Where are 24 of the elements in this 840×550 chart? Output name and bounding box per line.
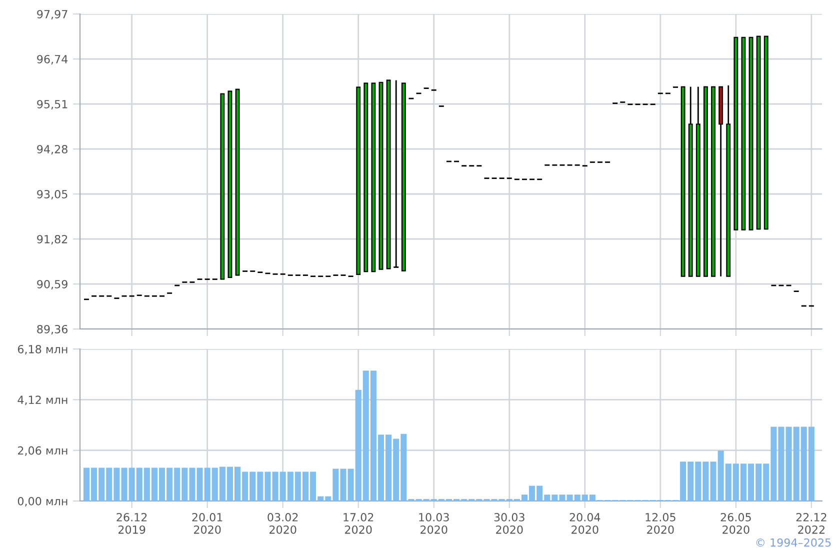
text: © 1994–2025: [756, 538, 831, 547]
y-tick-label: 95,51: [37, 100, 68, 110]
x-tick-label: 20.04 2020: [570, 513, 600, 534]
x-tick-label: 30.03 2020: [494, 513, 524, 534]
y-tick-label: 0,00 млн: [18, 496, 68, 507]
y-tick-label: 2,06 млн: [18, 446, 68, 456]
x-tick-label: 20.01 2020: [192, 513, 222, 534]
x-tick-label: 10.03 2020: [419, 513, 449, 534]
x-tick-label: 03.02 2020: [268, 513, 298, 534]
y-tick-label: 6,18 млн: [18, 344, 68, 355]
y-tick-label: 91,82: [37, 234, 68, 245]
y-tick-label: 4,12 млн: [18, 396, 68, 406]
y-tick-label: 96,74: [37, 54, 68, 65]
y-tick-label: 90,59: [37, 280, 68, 290]
y-tick-label: 97,97: [37, 10, 68, 20]
x-tick-label: 26.05 2020: [720, 513, 751, 534]
x-tick-label: 22.12 2022: [796, 513, 826, 534]
x-tick-label: 12.05 2020: [646, 513, 676, 534]
candlestick: [392, 80, 400, 268]
y-tick-label: 94,28: [37, 144, 68, 155]
x-tick-label: 17.02 2020: [344, 513, 374, 534]
y-tick-label: 89,36: [37, 324, 68, 335]
x-tick-label: 26.12 2019: [116, 513, 147, 534]
y-tick-label: 93,05: [37, 190, 68, 200]
